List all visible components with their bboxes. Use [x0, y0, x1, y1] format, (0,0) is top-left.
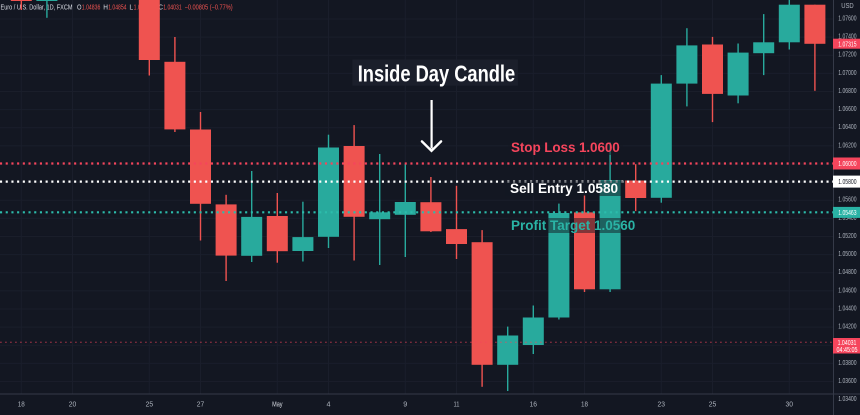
svg-text:1.06400: 1.06400: [838, 122, 856, 131]
svg-text:18: 18: [581, 400, 588, 409]
svg-text:25: 25: [709, 400, 717, 409]
svg-text:1.05600: 1.05600: [838, 195, 856, 204]
svg-text:1.07400: 1.07400: [838, 32, 856, 41]
svg-text:May: May: [272, 400, 283, 409]
svg-text:1.03800: 1.03800: [838, 358, 856, 367]
svg-text:11: 11: [454, 400, 460, 409]
svg-text:1.05463: 1.05463: [838, 208, 856, 217]
svg-text:Inside Day Candle: Inside Day Candle: [358, 60, 516, 86]
svg-text:1.05800: 1.05800: [838, 177, 856, 186]
svg-text:1.06800: 1.06800: [838, 86, 856, 95]
svg-text:1.04836: 1.04836: [82, 5, 101, 12]
svg-text:18: 18: [18, 400, 25, 409]
svg-text:1.04600: 1.04600: [838, 285, 856, 294]
svg-text:9: 9: [403, 400, 407, 409]
svg-text:1.04200: 1.04200: [838, 322, 856, 331]
svg-text:H: H: [103, 5, 108, 12]
svg-text:1.07600: 1.07600: [838, 13, 856, 22]
svg-text:1.07200: 1.07200: [838, 50, 856, 59]
svg-text:USD: USD: [841, 1, 854, 10]
svg-text:1.06000: 1.06000: [838, 159, 856, 168]
svg-text:1.04031: 1.04031: [838, 340, 857, 347]
svg-text:Euro / U.S. Dollar, 1D, FXCM: Euro / U.S. Dollar, 1D, FXCM: [1, 5, 73, 12]
svg-text:23: 23: [658, 400, 666, 409]
svg-text:1.03600: 1.03600: [838, 376, 856, 385]
svg-text:4: 4: [327, 400, 331, 409]
svg-text:04:45:05: 04:45:05: [837, 347, 858, 354]
svg-text:1.07000: 1.07000: [838, 68, 856, 77]
svg-text:27: 27: [197, 400, 205, 409]
svg-text:C: C: [158, 5, 163, 12]
svg-text:1.05000: 1.05000: [838, 249, 856, 258]
svg-text:20: 20: [69, 400, 77, 409]
svg-text:1.07315: 1.07315: [838, 39, 856, 48]
svg-text:16: 16: [530, 400, 538, 409]
svg-text:−0.00805 (−0.77%): −0.00805 (−0.77%): [185, 5, 233, 12]
svg-text:1.04800: 1.04800: [838, 267, 856, 276]
svg-text:L: L: [129, 5, 133, 12]
svg-text:25: 25: [146, 400, 154, 409]
svg-text:O: O: [77, 5, 82, 12]
svg-text:1.04400: 1.04400: [838, 303, 856, 312]
svg-text:1.06600: 1.06600: [838, 104, 856, 113]
svg-text:1.04854: 1.04854: [108, 5, 126, 12]
svg-text:1.06200: 1.06200: [838, 140, 856, 149]
svg-text:1.03400: 1.03400: [838, 394, 856, 403]
svg-text:30: 30: [786, 400, 794, 409]
svg-text:1.04031: 1.04031: [163, 5, 182, 12]
svg-text:1.05200: 1.05200: [838, 231, 856, 240]
